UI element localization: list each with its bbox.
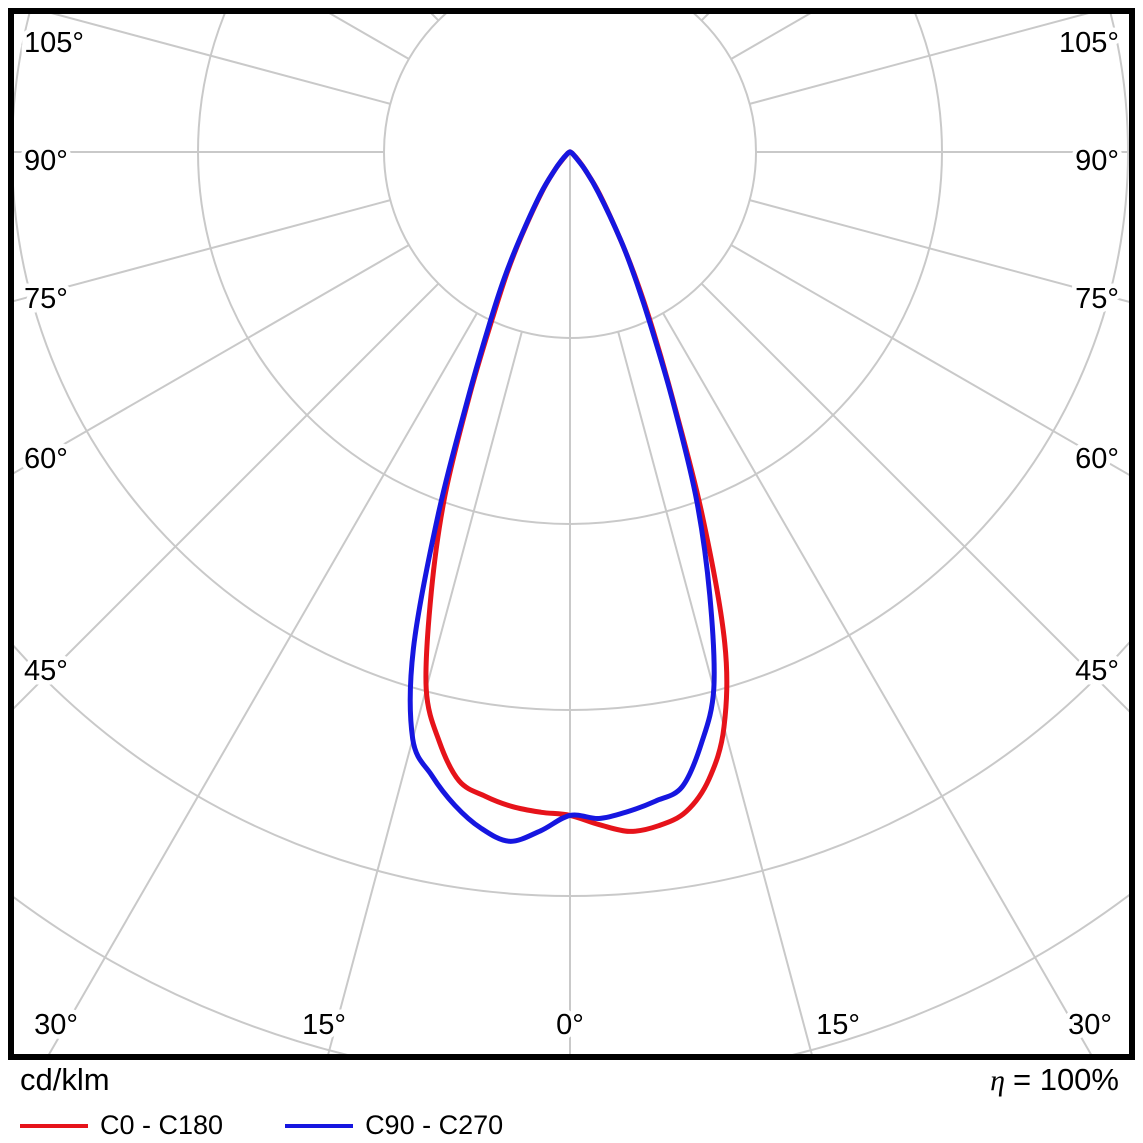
angle-label: 105° — [24, 27, 84, 59]
angle-label: 15° — [302, 1009, 346, 1041]
grid-spoke — [327, 331, 523, 1054]
plot-border — [8, 8, 1135, 1060]
angle-label: 0° — [556, 1009, 584, 1041]
angle-label: 60° — [1075, 443, 1119, 475]
curve-C90-C270 — [407, 149, 717, 844]
c90-c270-line-swatch — [285, 1123, 354, 1128]
angle-label: 60° — [24, 443, 68, 475]
angle-label: 75° — [1075, 283, 1119, 315]
c0-c180-label: C0 - C180 — [100, 1110, 224, 1140]
angle-label: 75° — [24, 283, 68, 315]
angle-label: 45° — [24, 655, 68, 687]
angle-label: 45° — [1075, 655, 1119, 687]
angle-label: 90° — [24, 145, 68, 177]
grid-spoke — [14, 282, 440, 710]
grid-spoke — [730, 244, 1129, 476]
efficiency-label: η = 100% — [990, 1062, 1119, 1098]
angle-label: 30° — [34, 1009, 78, 1041]
legend-series-row: C0 - C180 C90 - C270 — [0, 1098, 1143, 1141]
grid-spoke — [700, 282, 1129, 713]
c90-c270-label: C90 - C270 — [365, 1110, 504, 1140]
curve-C0-C180 — [423, 149, 730, 834]
grid-ring — [14, 641, 1129, 897]
grid-spoke — [617, 331, 813, 1054]
efficiency-value: = 100% — [1012, 1062, 1119, 1097]
c0-c180-line-swatch — [20, 1123, 88, 1128]
unit-label: cd/klm — [20, 1062, 110, 1097]
legend-top-row: cd/klm η = 100% — [0, 1056, 1143, 1098]
grid-spoke — [749, 199, 1129, 303]
grid-spoke — [662, 312, 1092, 1054]
intensity-curves — [407, 149, 730, 844]
grid-spoke — [51, 14, 391, 105]
grid-spoke — [14, 199, 391, 303]
grid-spoke — [48, 312, 478, 1054]
angle-label: 105° — [1059, 27, 1119, 59]
legend: cd/klm η = 100% C0 - C180 C90 - C270 — [0, 1056, 1143, 1141]
angle-label: 90° — [1075, 145, 1119, 177]
grid-spoke — [14, 244, 410, 475]
eta-symbol: η — [990, 1064, 1005, 1097]
grid-spoke — [749, 14, 1089, 105]
angle-labels: 105° 90° 75° 60° 45° 105° 90° 75° 60° 45° 30° 15° 0°… — [20, 23, 1124, 1046]
grid-ring — [14, 893, 1129, 1054]
angle-label: 15° — [816, 1009, 860, 1041]
angle-label: 30° — [1068, 1009, 1112, 1041]
